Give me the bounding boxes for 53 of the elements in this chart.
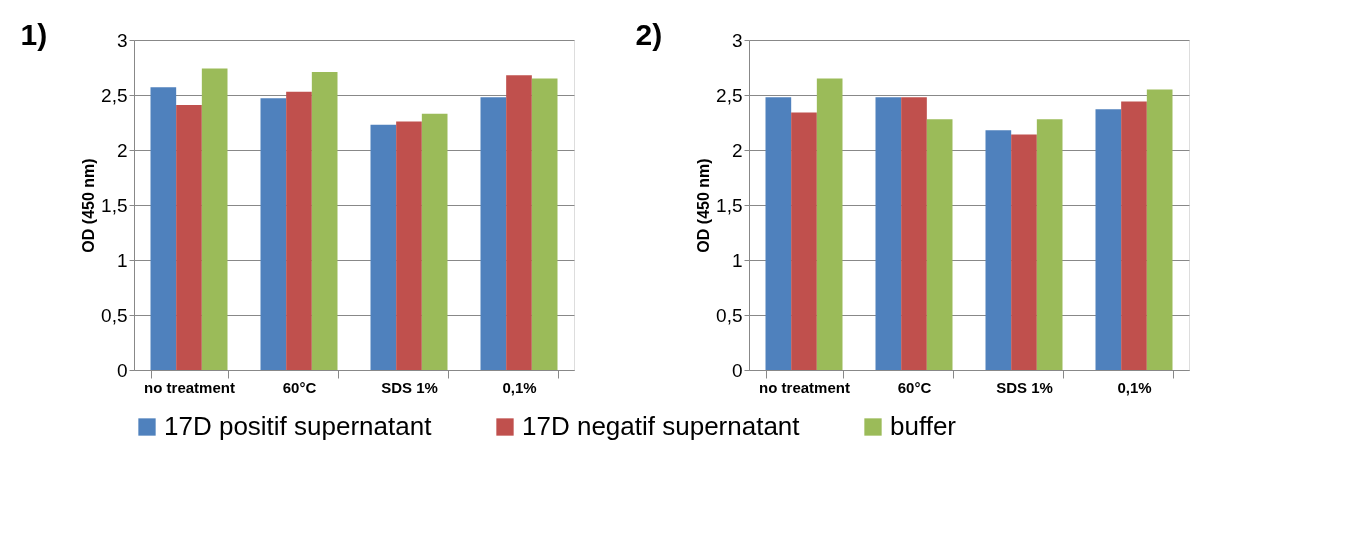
y-tick-label: 0,5 bbox=[716, 304, 743, 326]
bar bbox=[1036, 119, 1063, 370]
y-tick-label: 0 bbox=[731, 359, 743, 381]
bar bbox=[370, 124, 397, 370]
x-tick-label: 0,1% bbox=[1117, 378, 1152, 396]
y-tick-label: 3 bbox=[731, 29, 743, 51]
bar bbox=[150, 87, 177, 370]
y-tick-label: 3 bbox=[116, 29, 128, 51]
bar bbox=[791, 112, 817, 370]
bar bbox=[1011, 134, 1037, 370]
y-tick-label: 0,5 bbox=[101, 304, 128, 326]
legend-label: 17D negatif supernatant bbox=[522, 411, 801, 441]
bar bbox=[286, 91, 312, 370]
bar bbox=[985, 130, 1012, 370]
y-tick-label: 2 bbox=[731, 139, 743, 161]
legend-label: 17D positif supernatant bbox=[164, 411, 433, 441]
bar bbox=[480, 97, 507, 370]
x-tick-label: SDS 1% bbox=[381, 378, 438, 396]
bar bbox=[311, 71, 338, 370]
y-tick-label: 2 bbox=[116, 139, 128, 161]
y-axis-title: OD (450 nm) bbox=[695, 158, 713, 253]
y-tick-label: 2,5 bbox=[101, 84, 128, 106]
y-axis-title: OD (450 nm) bbox=[80, 158, 98, 253]
y-tick-label: 1 bbox=[116, 249, 128, 271]
bar bbox=[201, 68, 228, 370]
bar bbox=[396, 121, 422, 370]
y-tick-label: 2,5 bbox=[716, 84, 743, 106]
bar bbox=[176, 104, 202, 370]
bar bbox=[421, 113, 448, 370]
x-tick-label: 60°C bbox=[282, 378, 317, 396]
bar bbox=[506, 75, 532, 370]
x-tick-label: no treatment bbox=[144, 378, 235, 396]
chart-title: 2) bbox=[635, 18, 663, 51]
y-tick-label: 1 bbox=[731, 249, 743, 271]
bar bbox=[926, 119, 953, 370]
x-tick-label: 60°C bbox=[897, 378, 932, 396]
x-tick-label: no treatment bbox=[759, 378, 850, 396]
y-tick-label: 1,5 bbox=[716, 194, 743, 216]
x-tick-label: SDS 1% bbox=[996, 378, 1053, 396]
bar bbox=[260, 98, 287, 370]
bar bbox=[765, 97, 792, 370]
bar bbox=[531, 78, 558, 370]
bar bbox=[901, 97, 927, 370]
bar bbox=[1146, 89, 1173, 370]
bar bbox=[1095, 109, 1122, 370]
bar bbox=[1121, 101, 1147, 370]
y-tick-label: 1,5 bbox=[101, 194, 128, 216]
bar bbox=[816, 78, 843, 370]
legend-label: buffer bbox=[890, 411, 957, 441]
bar bbox=[875, 97, 902, 370]
x-tick-label: 0,1% bbox=[502, 378, 537, 396]
y-tick-label: 0 bbox=[116, 359, 128, 381]
chart-title: 1) bbox=[20, 18, 48, 51]
